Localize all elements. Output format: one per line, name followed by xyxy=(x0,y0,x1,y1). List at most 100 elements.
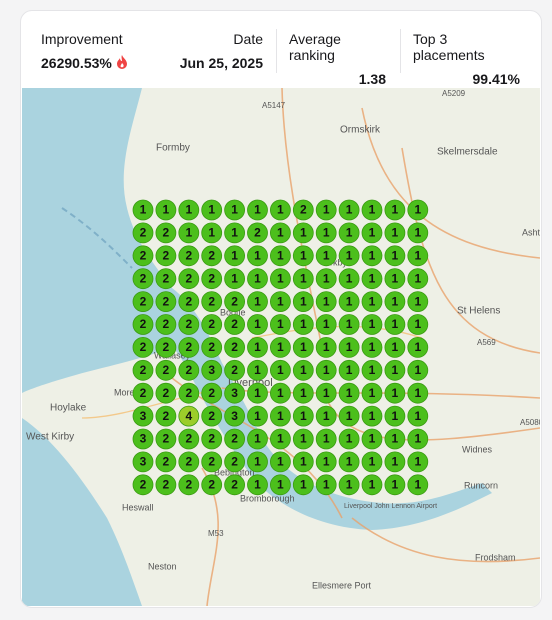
rank-marker xyxy=(224,336,246,358)
stat-date: Date Jun 25, 2025 xyxy=(180,31,263,71)
rank-value: 1 xyxy=(254,340,261,354)
map-label: A5147 xyxy=(262,101,286,110)
rank-marker xyxy=(247,451,268,473)
rank-marker xyxy=(315,336,337,358)
rank-value: 1 xyxy=(323,409,330,423)
rank-value: 1 xyxy=(346,271,353,285)
map-label: Heswall xyxy=(122,502,154,512)
rank-marker xyxy=(201,268,223,290)
rank-marker xyxy=(247,268,268,290)
rank-marker xyxy=(384,199,406,221)
rank-value: 1 xyxy=(300,455,307,469)
rank-marker xyxy=(269,245,291,267)
rank-value: 1 xyxy=(392,455,399,469)
rank-value: 1 xyxy=(392,363,399,377)
rank-value: 2 xyxy=(140,294,147,308)
rank-marker xyxy=(361,382,383,404)
rank-value: 1 xyxy=(414,203,421,217)
rank-marker xyxy=(361,291,383,313)
rank-marker xyxy=(361,336,383,358)
rank-marker xyxy=(178,428,200,450)
rank-marker xyxy=(407,382,429,404)
rank-marker xyxy=(361,359,383,381)
rank-marker xyxy=(361,199,383,221)
divider xyxy=(400,29,401,73)
rank-marker xyxy=(361,474,383,496)
rank-marker xyxy=(132,359,154,381)
map-label: Liverpool John Lennon Airport xyxy=(344,503,437,510)
rank-marker xyxy=(407,474,429,496)
rank-marker xyxy=(338,268,360,290)
rank-marker xyxy=(269,291,291,313)
rank-value: 1 xyxy=(346,409,353,423)
rank-marker xyxy=(361,428,383,450)
rank-value: 2 xyxy=(163,386,170,400)
rank-value: 1 xyxy=(254,203,261,217)
rank-marker xyxy=(269,405,291,427)
flame-icon xyxy=(116,55,127,69)
map-label: Ormskirk xyxy=(340,125,381,136)
rank-value: 1 xyxy=(277,271,284,285)
rank-marker xyxy=(384,268,406,290)
rank-marker xyxy=(269,451,291,473)
stat-top3: Top 3 placements 99.41% xyxy=(413,31,520,87)
rank-marker xyxy=(361,405,383,427)
rank-marker xyxy=(224,268,246,290)
map-label: Ashton xyxy=(522,227,540,237)
rank-value: 2 xyxy=(163,409,170,423)
rank-value: 2 xyxy=(208,455,215,469)
rank-marker xyxy=(155,199,177,221)
rank-marker xyxy=(361,451,383,473)
rank-marker xyxy=(384,405,406,427)
rank-marker xyxy=(247,245,268,267)
rank-value: 2 xyxy=(140,248,147,262)
rank-value: 2 xyxy=(163,248,170,262)
rank-value: 1 xyxy=(300,226,307,240)
rank-marker xyxy=(201,336,223,358)
rank-value: 3 xyxy=(208,363,215,377)
rank-value: 3 xyxy=(140,432,147,446)
rank-marker xyxy=(201,382,223,404)
rank-value: 1 xyxy=(300,432,307,446)
rank-value: 2 xyxy=(185,455,192,469)
rank-marker xyxy=(224,428,246,450)
rank-marker xyxy=(155,245,177,267)
rank-marker xyxy=(132,405,154,427)
rank-value: 2 xyxy=(231,363,238,377)
rank-value: 2 xyxy=(208,340,215,354)
divider xyxy=(276,29,277,73)
rank-value: 1 xyxy=(323,386,330,400)
rank-marker xyxy=(292,336,314,358)
rank-value: 2 xyxy=(163,340,170,354)
rank-value: 1 xyxy=(369,409,376,423)
rank-marker xyxy=(292,268,314,290)
rank-value: 1 xyxy=(300,477,307,491)
rank-value: 1 xyxy=(414,363,421,377)
rank-marker xyxy=(407,314,429,335)
rank-marker xyxy=(338,405,360,427)
rank-value: 1 xyxy=(185,203,192,217)
rank-value: 1 xyxy=(254,386,261,400)
rank-marker xyxy=(315,405,337,427)
rank-marker xyxy=(247,405,268,427)
rank-marker xyxy=(178,199,200,221)
rank-value: 1 xyxy=(346,386,353,400)
rank-marker xyxy=(338,199,360,221)
rank-value: 2 xyxy=(231,432,238,446)
stat-improvement: Improvement 26290.53% xyxy=(41,31,128,71)
rank-value: 1 xyxy=(392,294,399,308)
rank-value: 2 xyxy=(140,386,147,400)
rank-marker xyxy=(132,382,154,404)
rank-marker xyxy=(384,245,406,267)
rank-marker xyxy=(178,474,200,496)
stat-value: 1.38 xyxy=(358,71,386,87)
rank-value: 1 xyxy=(392,317,399,331)
rank-value: 2 xyxy=(140,477,147,491)
rank-value: 1 xyxy=(369,271,376,285)
rank-value: 1 xyxy=(254,294,261,308)
map-label: Widnes xyxy=(462,444,493,454)
rank-value: 1 xyxy=(254,432,261,446)
rank-value: 1 xyxy=(323,432,330,446)
rank-value: 1 xyxy=(346,226,353,240)
rank-value: 1 xyxy=(369,340,376,354)
